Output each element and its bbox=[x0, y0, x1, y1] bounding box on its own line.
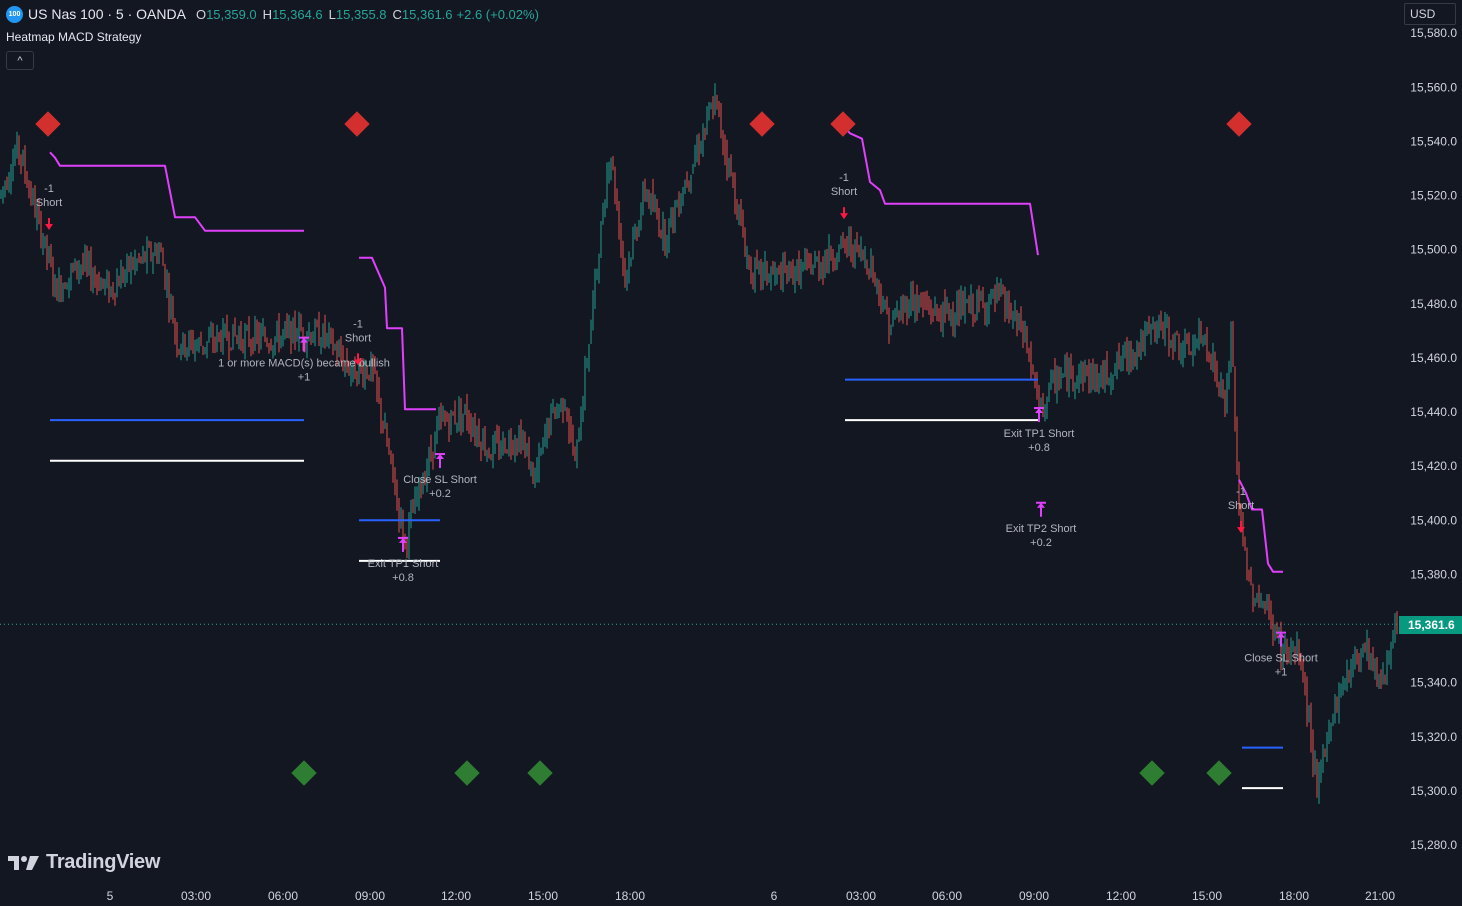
symbol-logo-icon: 100 bbox=[6, 5, 23, 23]
trade-label: -1 bbox=[839, 172, 849, 184]
bearish-signal-diamond bbox=[830, 111, 856, 137]
bullish-signal-diamond bbox=[1139, 760, 1165, 786]
x-tick-label: 5 bbox=[107, 889, 114, 903]
trade-label: -1 bbox=[353, 318, 363, 330]
trade-label: +1 bbox=[1275, 667, 1288, 679]
x-tick-label: 18:00 bbox=[615, 889, 645, 903]
sell-arrowhead-icon bbox=[840, 213, 848, 220]
tradingview-wordmark: TradingView bbox=[46, 851, 161, 873]
bullish-signal-diamond bbox=[291, 760, 317, 786]
bearish-signal-diamond bbox=[344, 111, 370, 137]
trade-label: +0.8 bbox=[392, 572, 414, 584]
candles-group bbox=[0, 83, 1398, 804]
y-tick-label: 15,420.0 bbox=[1410, 459, 1457, 473]
y-tick-label: 15,560.0 bbox=[1410, 80, 1457, 94]
high-value: 15,364.6 bbox=[272, 6, 323, 22]
y-tick-label: 15,300.0 bbox=[1410, 784, 1457, 798]
trade-label: +0.2 bbox=[429, 488, 451, 500]
stop-loss-line bbox=[359, 256, 436, 411]
exit-arrowhead-icon bbox=[1277, 632, 1285, 638]
y-tick-label: 15,320.0 bbox=[1410, 730, 1457, 744]
x-tick-label: 06:00 bbox=[268, 889, 298, 903]
exit-arrowhead-icon bbox=[399, 537, 407, 543]
bullish-signal-diamond bbox=[454, 760, 480, 786]
x-tick-label: 12:00 bbox=[1106, 889, 1136, 903]
bearish-signal-diamond bbox=[749, 111, 775, 137]
strategy-title[interactable]: Heatmap MACD Strategy bbox=[6, 30, 142, 44]
exit-arrowhead-icon bbox=[300, 337, 308, 343]
x-tick-label: 15:00 bbox=[528, 889, 558, 903]
open-label: O bbox=[195, 6, 207, 22]
change-value: +2.6 (+0.02%) bbox=[456, 6, 539, 22]
collapse-button[interactable]: ^ bbox=[6, 51, 34, 70]
trade-label: +1 bbox=[298, 372, 311, 384]
x-tick-label: 18:00 bbox=[1279, 889, 1309, 903]
exit-arrowhead-icon bbox=[436, 454, 444, 460]
y-tick-label: 15,460.0 bbox=[1410, 351, 1457, 365]
x-tick-label: 21:00 bbox=[1365, 889, 1395, 903]
symbol-name[interactable]: US Nas 100 · 5 · OANDA bbox=[28, 6, 186, 22]
trade-label: Exit TP1 Short bbox=[368, 558, 439, 570]
y-tick-label: 15,480.0 bbox=[1410, 297, 1457, 311]
trade-label: +0.8 bbox=[1028, 442, 1050, 454]
trade-label: Exit TP2 Short bbox=[1006, 523, 1077, 535]
bullish-signal-diamond bbox=[1206, 760, 1232, 786]
x-tick-label: 09:00 bbox=[355, 889, 385, 903]
x-tick-label: 09:00 bbox=[1019, 889, 1049, 903]
trade-label: Short bbox=[345, 332, 371, 344]
sell-arrowhead-icon bbox=[354, 359, 362, 366]
y-tick-label: 15,400.0 bbox=[1410, 513, 1457, 527]
y-tick-label: 15,520.0 bbox=[1410, 189, 1457, 203]
y-tick-label: 15,440.0 bbox=[1410, 405, 1457, 419]
close-value: 15,361.6 bbox=[401, 6, 453, 22]
x-tick-label: 12:00 bbox=[441, 889, 471, 903]
x-tick-label: 03:00 bbox=[181, 889, 211, 903]
tradingview-logo[interactable]: TradingView bbox=[8, 851, 160, 874]
trade-label: Close SL Short bbox=[403, 474, 477, 486]
y-tick-label: 15,280.0 bbox=[1410, 838, 1457, 852]
stop-loss-line bbox=[1238, 479, 1283, 573]
sell-arrowhead-icon bbox=[45, 224, 53, 231]
trade-label: Short bbox=[831, 186, 857, 198]
trade-label: -1 bbox=[1236, 486, 1246, 498]
chevron-up-icon: ^ bbox=[17, 54, 23, 67]
trade-label: Short bbox=[1228, 500, 1254, 512]
trade-label: Exit TP1 Short bbox=[1004, 428, 1075, 440]
trade-label: Close SL Short bbox=[1244, 653, 1318, 665]
trade-label: +0.2 bbox=[1030, 537, 1052, 549]
bearish-signal-diamond bbox=[35, 111, 61, 137]
bullish-signal-diamond bbox=[527, 760, 553, 786]
x-tick-label: 03:00 bbox=[846, 889, 876, 903]
y-tick-label: 15,540.0 bbox=[1410, 134, 1457, 148]
stop-loss-line bbox=[844, 127, 1039, 256]
sell-arrowhead-icon bbox=[1237, 527, 1245, 534]
x-tick-label: 6 bbox=[771, 889, 778, 903]
open-value: 15,359.0 bbox=[206, 6, 257, 22]
stop-loss-line bbox=[49, 151, 304, 232]
exit-arrowhead-icon bbox=[1035, 408, 1043, 414]
y-tick-label: 15,500.0 bbox=[1410, 243, 1457, 257]
x-tick-label: 06:00 bbox=[932, 889, 962, 903]
symbol-header: 100 US Nas 100 · 5 · OANDA O 15,359.0 H … bbox=[6, 5, 543, 23]
currency-button[interactable]: USD bbox=[1404, 3, 1456, 25]
bearish-signal-diamond bbox=[1226, 111, 1252, 137]
high-label: H bbox=[262, 6, 273, 22]
x-tick-label: 15:00 bbox=[1192, 889, 1222, 903]
trade-label: 1 or more MACD(s) became bullish bbox=[218, 358, 390, 370]
last-price-tag: 15,361.6 bbox=[1399, 616, 1462, 634]
y-tick-label: 15,380.0 bbox=[1410, 567, 1457, 581]
y-tick-label: 15,340.0 bbox=[1410, 676, 1457, 690]
trade-label: -1 bbox=[44, 183, 54, 195]
tradingview-logo-icon bbox=[8, 855, 39, 870]
y-tick-label: 15,580.0 bbox=[1410, 26, 1457, 40]
trade-label: Short bbox=[36, 197, 62, 209]
close-label: C bbox=[392, 6, 402, 22]
low-label: L bbox=[328, 6, 336, 22]
exit-arrowhead-icon bbox=[1037, 502, 1045, 508]
low-value: 15,355.8 bbox=[335, 6, 387, 22]
